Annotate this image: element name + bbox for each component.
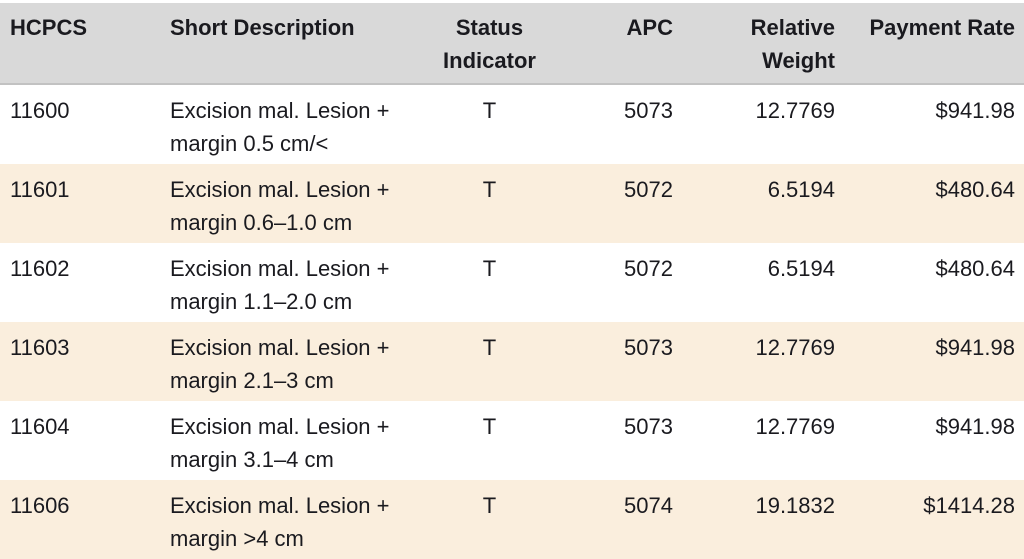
cell-hcpcs: 11600 [10, 98, 70, 123]
column-header-short_description: Short Description [160, 3, 432, 85]
table-body: 11600 Excision mal. Lesion + margin 0.5 c… [0, 84, 1024, 559]
cell-short_description: Excision mal. Lesion + margin 0.6–1.0 cm [170, 177, 390, 235]
cell-relative_weight: 19.1832 [755, 493, 835, 518]
column-header-apc: APC [547, 3, 677, 85]
cell-apc: 5072 [624, 256, 673, 281]
hcpcs-payment-table: HCPCS Short Description Status Indicator AP… [0, 3, 1024, 559]
cell-hcpcs: 11604 [10, 414, 70, 439]
cell-status_indicator: T [482, 177, 497, 202]
column-header-hcpcs: HCPCS [0, 3, 160, 85]
cell-apc: 5073 [624, 414, 673, 439]
table-row: 11602 Excision mal. Lesion + margin 1.1–2… [0, 243, 1024, 322]
cell-short_description: Excision mal. Lesion + margin >4 cm [170, 493, 390, 551]
cell-relative_weight: 12.7769 [755, 98, 835, 123]
cell-status_indicator: T [482, 414, 497, 439]
cell-apc: 5073 [624, 335, 673, 360]
cell-status_indicator: T [482, 98, 497, 123]
cell-relative_weight: 6.5194 [767, 256, 835, 281]
cell-payment_rate: $480.64 [935, 177, 1015, 202]
table-row: 11601 Excision mal. Lesion + margin 0.6–1… [0, 164, 1024, 243]
cell-payment_rate: $480.64 [935, 256, 1015, 281]
cell-status_indicator: T [482, 335, 497, 360]
column-header-status_indicator: Status Indicator [432, 3, 547, 85]
table-row: 11603 Excision mal. Lesion + margin 2.1–3… [0, 322, 1024, 401]
cell-apc: 5072 [624, 177, 673, 202]
cell-apc: 5074 [624, 493, 673, 518]
cell-relative_weight: 12.7769 [755, 335, 835, 360]
column-header-payment_rate: Payment Rate [839, 3, 1024, 85]
cell-status_indicator: T [482, 256, 497, 281]
table-row: 11600 Excision mal. Lesion + margin 0.5 c… [0, 84, 1024, 164]
cell-relative_weight: 6.5194 [767, 177, 835, 202]
table-row: 11604 Excision mal. Lesion + margin 3.1–4… [0, 401, 1024, 480]
cell-relative_weight: 12.7769 [755, 414, 835, 439]
table-header: HCPCS Short Description Status Indicator AP… [0, 3, 1024, 85]
cell-hcpcs: 11602 [10, 256, 70, 281]
cell-short_description: Excision mal. Lesion + margin 3.1–4 cm [170, 414, 390, 472]
cell-apc: 5073 [624, 98, 673, 123]
cell-hcpcs: 11603 [10, 335, 70, 360]
cell-hcpcs: 11601 [10, 177, 70, 202]
table-header-row: HCPCS Short Description Status Indicator AP… [0, 3, 1024, 85]
cell-short_description: Excision mal. Lesion + margin 2.1–3 cm [170, 335, 390, 393]
cell-payment_rate: $1414.28 [923, 493, 1015, 518]
column-header-relative_weight: Relative Weight [677, 3, 839, 85]
cell-short_description: Excision mal. Lesion + margin 0.5 cm/< [170, 98, 390, 156]
cell-hcpcs: 11606 [10, 493, 70, 518]
cell-status_indicator: T [482, 493, 497, 518]
table-row: 11606 Excision mal. Lesion + margin >4 cm… [0, 480, 1024, 559]
cell-payment_rate: $941.98 [935, 98, 1015, 123]
cell-payment_rate: $941.98 [935, 414, 1015, 439]
cell-payment_rate: $941.98 [935, 335, 1015, 360]
cell-short_description: Excision mal. Lesion + margin 1.1–2.0 cm [170, 256, 390, 314]
